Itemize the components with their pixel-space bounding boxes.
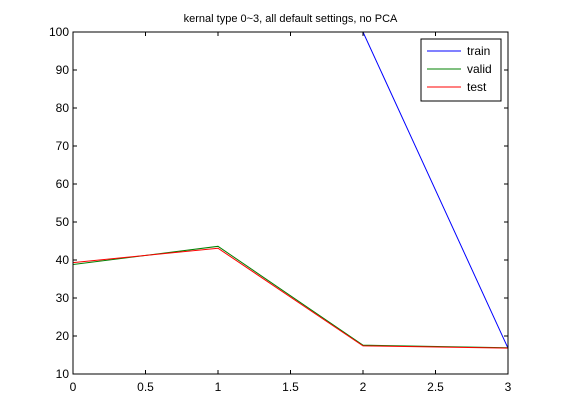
y-tick-label: 50 bbox=[56, 215, 70, 229]
series-line-test bbox=[73, 247, 508, 349]
x-tick-label: 3 bbox=[505, 380, 512, 394]
x-tick-label: 0 bbox=[70, 380, 77, 394]
legend-label-test: test bbox=[467, 80, 487, 94]
y-tick-label: 40 bbox=[56, 253, 70, 267]
x-tick-label: 2.5 bbox=[427, 380, 444, 394]
x-axis: 0 0.5 1 1.5 2 2.5 3 bbox=[70, 32, 512, 394]
y-tick-label: 10 bbox=[56, 367, 70, 381]
y-tick-label: 30 bbox=[56, 291, 70, 305]
series-group bbox=[73, 32, 508, 349]
y-tick-label: 60 bbox=[56, 177, 70, 191]
series-line-train bbox=[73, 32, 508, 349]
legend-label-train: train bbox=[467, 44, 490, 58]
x-tick-label: 0.5 bbox=[137, 380, 154, 394]
legend: train valid test bbox=[420, 38, 502, 102]
legend-box bbox=[420, 38, 502, 102]
y-tick-label: 20 bbox=[56, 329, 70, 343]
x-tick-label: 1 bbox=[215, 380, 222, 394]
x-tick-label: 2 bbox=[360, 380, 367, 394]
y-axis: 10 20 30 40 50 60 70 80 90 100 bbox=[49, 25, 508, 381]
y-tick-label: 90 bbox=[56, 63, 70, 77]
y-tick-label: 100 bbox=[49, 25, 69, 39]
legend-label-valid: valid bbox=[467, 62, 492, 76]
x-tick-label: 1.5 bbox=[282, 380, 299, 394]
y-tick-label: 80 bbox=[56, 101, 70, 115]
y-tick-label: 70 bbox=[56, 139, 70, 153]
chart-title: kernal type 0~3, all default settings, n… bbox=[184, 13, 398, 25]
